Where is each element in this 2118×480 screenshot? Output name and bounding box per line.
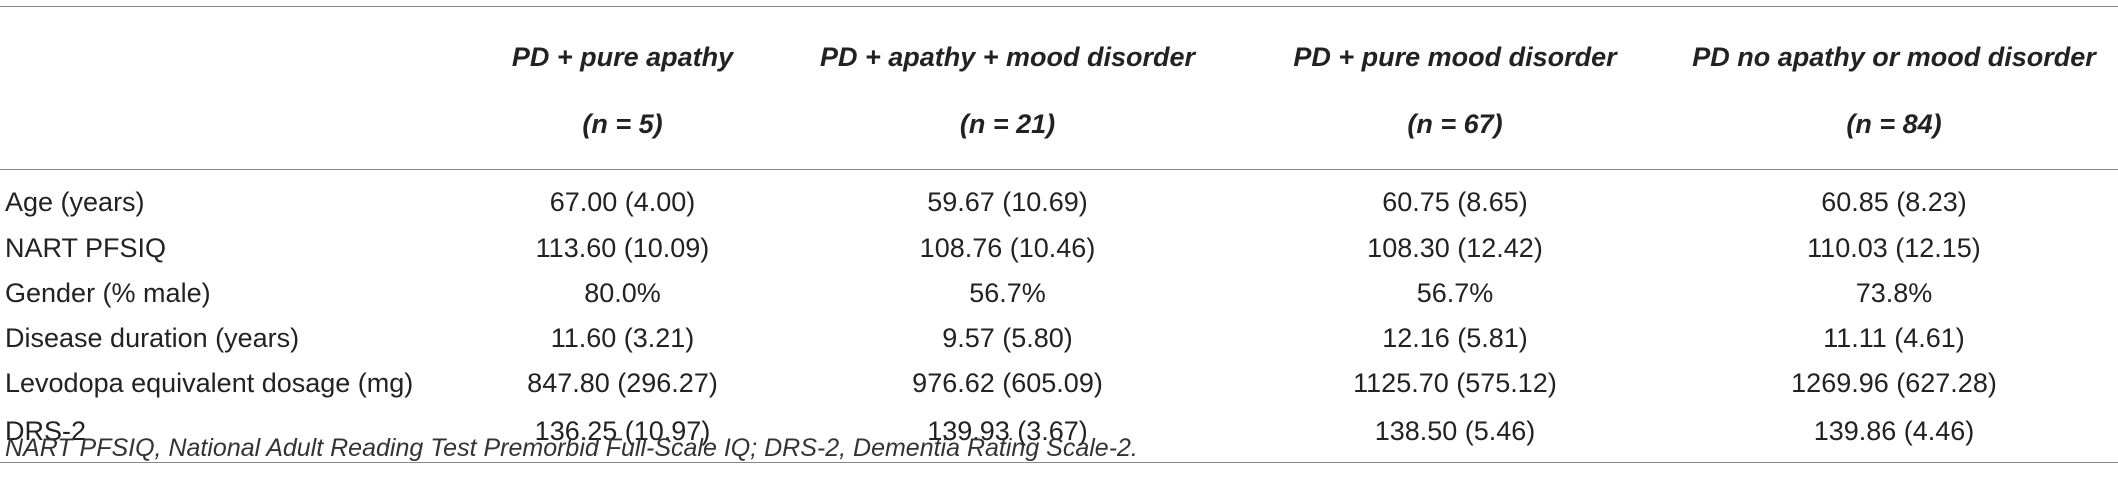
table-row: Gender (% male) 80.0% 56.7% 56.7% 73.8% <box>0 271 2118 316</box>
row-label: Gender (% male) <box>5 278 211 308</box>
header-cell-empty <box>0 6 470 91</box>
table-cell: 108.76 (10.46) <box>919 233 1096 263</box>
row-label: Levodopa equivalent dosage (mg) <box>5 368 414 398</box>
header-count-apathy-mood: (n = 21) <box>775 91 1240 170</box>
table-cell: 67.00 (4.00) <box>549 186 696 217</box>
table-cell: 56.7% <box>1416 278 1494 308</box>
row-label: Age (years) <box>5 186 145 217</box>
table-cell: 1269.96 (627.28) <box>1791 368 1997 398</box>
row-label: Disease duration (years) <box>5 323 300 353</box>
table-cell: 60.75 (8.65) <box>1382 186 1528 217</box>
header-row-titles: PD + pure apathy PD + apathy + mood diso… <box>0 6 2118 91</box>
table-cell: 80.0% <box>584 278 661 308</box>
table-cell: 108.30 (12.42) <box>1367 233 1543 263</box>
header-count-no-apathy-mood: (n = 84) <box>1670 91 2118 170</box>
header-count-pure-mood: (n = 67) <box>1240 91 1670 170</box>
table-cell: 139.86 (4.46) <box>1670 406 2118 463</box>
table-cell: 56.7% <box>969 278 1046 308</box>
table-row: Levodopa equivalent dosage (mg) 847.80 (… <box>0 361 2118 406</box>
table-cell: 113.60 (10.09) <box>535 233 710 263</box>
header-pure-mood: PD + pure mood disorder <box>1240 6 1670 91</box>
table-row: Disease duration (years) 11.60 (3.21) 9.… <box>0 316 2118 361</box>
table-header: PD + pure apathy PD + apathy + mood diso… <box>0 6 2118 170</box>
table-cell: 847.80 (296.27) <box>527 368 718 398</box>
table-cell: 11.11 (4.61) <box>1823 323 1965 353</box>
header-count-empty <box>0 91 470 170</box>
row-label: NART PFSIQ <box>5 233 167 263</box>
table-cell: 11.60 (3.21) <box>550 323 695 353</box>
table-cell: 59.67 (10.69) <box>927 186 1088 217</box>
table-cell: 60.85 (8.23) <box>1821 186 1967 217</box>
table-cell: 136.25 (10.97) <box>470 406 775 463</box>
table-cell: 139.93 (3.67) <box>775 406 1240 463</box>
header-no-apathy-mood: PD no apathy or mood disorder <box>1670 6 2118 91</box>
table-row: Age (years) 67.00 (4.00) 59.67 (10.69) 6… <box>0 170 2118 227</box>
header-apathy-mood: PD + apathy + mood disorder <box>775 6 1240 91</box>
header-pure-apathy: PD + pure apathy <box>470 6 775 91</box>
table-cell: 73.8% <box>1855 278 1933 308</box>
header-count-pure-apathy: (n = 5) <box>470 91 775 170</box>
table-footnote: NART PFSIQ, National Adult Reading Test … <box>5 434 1138 462</box>
table-cell: 9.57 (5.80) <box>942 323 1073 353</box>
demographics-table: PD + pure apathy PD + apathy + mood diso… <box>0 6 2118 463</box>
table-cell: 138.50 (5.46) <box>1240 406 1670 463</box>
row-label: DRS-2 <box>0 406 470 463</box>
table-body: Age (years) 67.00 (4.00) 59.67 (10.69) 6… <box>0 170 2118 463</box>
table-row: DRS-2 136.25 (10.97) 139.93 (3.67) 138.5… <box>0 406 2118 463</box>
table-cell: 110.03 (12.15) <box>1807 233 1981 263</box>
table-cell: 1125.70 (575.12) <box>1353 368 1557 398</box>
header-row-counts: (n = 5) (n = 21) (n = 67) (n = 84) <box>0 91 2118 170</box>
table-cell: 12.16 (5.81) <box>1382 323 1528 353</box>
table-row: NART PFSIQ 113.60 (10.09) 108.76 (10.46)… <box>0 226 2118 271</box>
table-cell: 976.62 (605.09) <box>912 368 1103 398</box>
